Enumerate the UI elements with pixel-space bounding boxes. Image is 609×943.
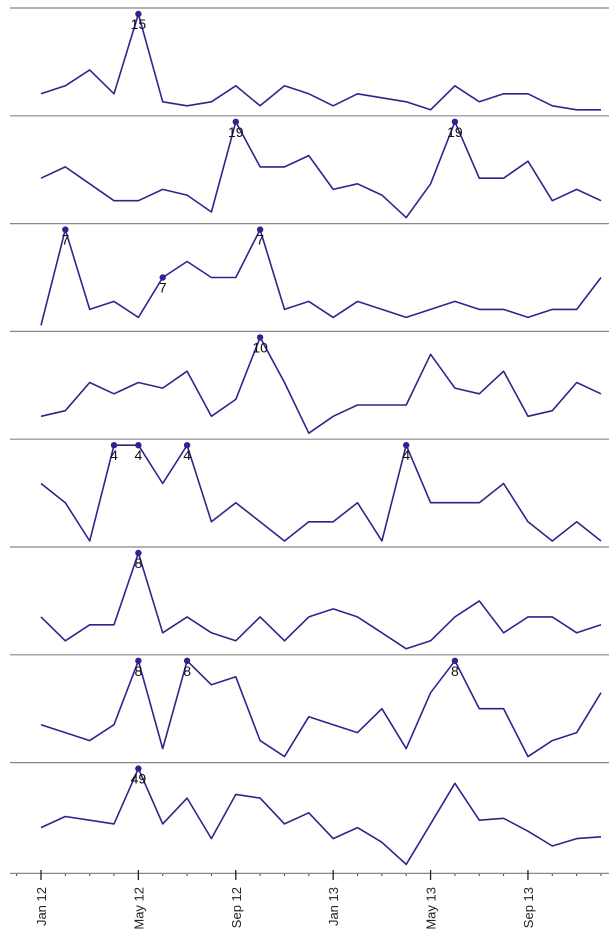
series-line [40, 13, 601, 111]
series-line [40, 444, 602, 542]
panel-1: 15 [10, 7, 609, 111]
peak-label: 10 [252, 339, 268, 355]
peak-marker [135, 657, 142, 664]
series-line [40, 228, 602, 326]
x-axis: Jan 12 May 12 Sep 12 Jan 13 May 13 Sep 13 [10, 870, 609, 930]
peak-marker [183, 657, 191, 664]
peak-marker [135, 442, 142, 449]
panel-2: 19 19 [10, 115, 609, 219]
series-line [40, 336, 602, 435]
peak-marker [451, 118, 459, 126]
peak-label: 4 [134, 447, 142, 463]
peak-marker [159, 274, 166, 281]
peak-label: 19 [447, 124, 463, 140]
peak-label: 7 [61, 232, 69, 248]
x-tick-label: Jan 13 [326, 887, 341, 926]
peak-label: 19 [228, 124, 244, 140]
peak-label: 8 [134, 555, 142, 571]
peak-marker [135, 10, 142, 18]
peak-label: 8 [134, 663, 142, 679]
peak-label: 49 [131, 771, 147, 787]
x-tick-label: Sep 13 [521, 887, 536, 928]
x-tick-label: May 13 [424, 887, 439, 930]
peak-marker [256, 334, 264, 341]
series-line [40, 767, 602, 866]
peak-marker [451, 657, 459, 664]
peak-label: 15 [131, 16, 147, 32]
x-tick-label: Sep 12 [229, 887, 244, 928]
peak-marker [256, 226, 264, 233]
peak-marker [110, 442, 118, 449]
peak-marker [232, 118, 239, 126]
peak-label: 8 [451, 663, 459, 679]
x-tick-label: May 12 [131, 887, 146, 930]
peak-marker [135, 549, 142, 557]
peak-marker [62, 226, 69, 233]
panel-3: 7 7 7 [10, 223, 609, 326]
peak-label: 4 [183, 447, 191, 463]
series-line [40, 121, 602, 219]
panel-7: 8 8 8 [10, 654, 609, 758]
peak-label: 8 [183, 663, 191, 679]
series-line [40, 552, 602, 650]
panel-6: 8 [10, 546, 609, 650]
x-tick-label: Jan 12 [34, 887, 49, 926]
peak-marker [135, 765, 142, 772]
panel-8: 49 [10, 761, 609, 866]
panel-4: 10 [10, 330, 609, 435]
peak-marker [183, 442, 191, 449]
peak-label: 4 [402, 447, 410, 463]
peak-label: 4 [110, 447, 118, 463]
peak-label: 7 [256, 232, 264, 248]
peak-marker [403, 442, 410, 449]
series-line [40, 659, 602, 758]
peak-label: 7 [159, 280, 167, 296]
